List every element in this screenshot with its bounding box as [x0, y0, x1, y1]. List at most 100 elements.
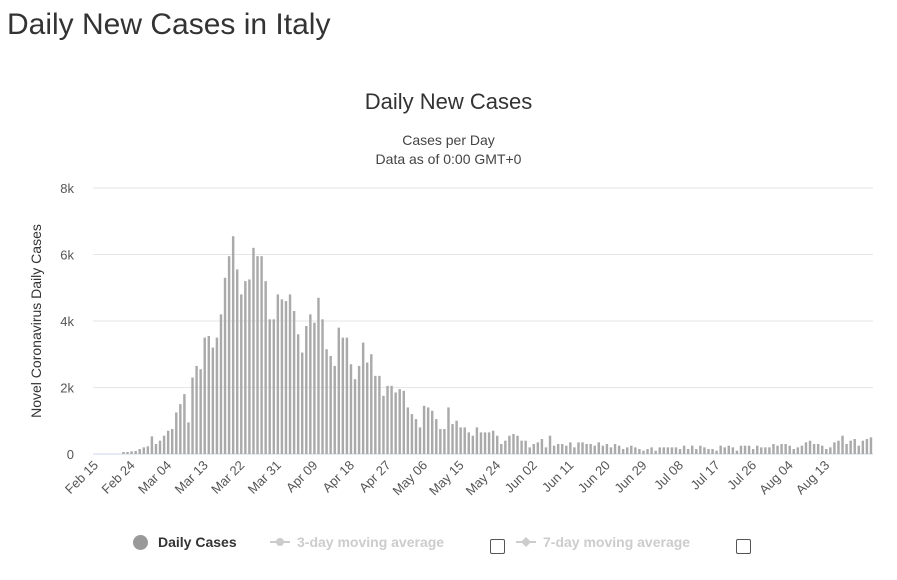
bar[interactable]	[674, 447, 678, 454]
bar[interactable]	[609, 447, 613, 454]
bar[interactable]	[467, 432, 470, 454]
bar[interactable]	[678, 449, 682, 454]
bar[interactable]	[747, 445, 751, 454]
bar[interactable]	[491, 430, 495, 454]
bar[interactable]	[337, 327, 340, 454]
bar[interactable]	[528, 447, 531, 454]
bar[interactable]	[536, 442, 540, 454]
bar[interactable]	[447, 407, 450, 454]
bar[interactable]	[727, 445, 730, 454]
bar[interactable]	[207, 335, 210, 454]
bar[interactable]	[256, 256, 259, 454]
bar[interactable]	[471, 435, 475, 454]
bar[interactable]	[532, 444, 535, 454]
bar[interactable]	[244, 281, 247, 454]
bar[interactable]	[626, 447, 629, 454]
bar[interactable]	[248, 279, 251, 454]
bar[interactable]	[707, 449, 710, 454]
bar[interactable]	[227, 256, 231, 454]
bar[interactable]	[829, 447, 832, 454]
bar[interactable]	[215, 337, 219, 454]
bar[interactable]	[849, 440, 852, 454]
bar[interactable]	[451, 424, 454, 454]
bar[interactable]	[743, 445, 747, 454]
bar[interactable]	[236, 269, 239, 454]
bar[interactable]	[187, 422, 190, 454]
bar[interactable]	[134, 451, 137, 454]
bar[interactable]	[260, 256, 263, 454]
bar[interactable]	[821, 445, 824, 454]
bar[interactable]	[301, 352, 304, 454]
bar[interactable]	[715, 450, 718, 454]
bar[interactable]	[199, 369, 202, 454]
bar[interactable]	[788, 445, 791, 454]
bar[interactable]	[341, 337, 345, 454]
bar[interactable]	[833, 442, 836, 454]
bar[interactable]	[439, 429, 442, 454]
bar[interactable]	[386, 385, 389, 454]
bar[interactable]	[756, 445, 759, 454]
bar[interactable]	[703, 447, 706, 454]
bar[interactable]	[223, 277, 227, 454]
bar[interactable]	[581, 442, 584, 454]
bar[interactable]	[548, 435, 552, 454]
bar[interactable]	[345, 337, 349, 454]
bar[interactable]	[146, 446, 150, 454]
bar[interactable]	[414, 419, 418, 454]
bar[interactable]	[841, 435, 844, 454]
bar[interactable]	[597, 442, 600, 454]
bar[interactable]	[865, 439, 869, 454]
bar[interactable]	[695, 449, 698, 454]
bar[interactable]	[504, 440, 507, 454]
legend-item-7-day-average[interactable]: 7-day moving average	[516, 534, 690, 550]
bar[interactable]	[203, 337, 206, 454]
bar[interactable]	[264, 281, 267, 454]
bar[interactable]	[475, 427, 479, 454]
bar[interactable]	[138, 449, 141, 454]
bar[interactable]	[150, 436, 154, 454]
legend-item-daily-cases[interactable]: Daily Cases	[133, 534, 237, 550]
bar[interactable]	[455, 420, 458, 454]
bar[interactable]	[605, 444, 609, 454]
bar[interactable]	[516, 435, 519, 454]
bar[interactable]	[382, 395, 385, 454]
bar[interactable]	[130, 451, 133, 454]
bar[interactable]	[784, 444, 787, 454]
bar[interactable]	[565, 445, 568, 454]
bar[interactable]	[556, 444, 560, 454]
bar[interactable]	[370, 354, 373, 454]
bar[interactable]	[158, 440, 162, 454]
bar[interactable]	[719, 445, 722, 454]
bar[interactable]	[398, 389, 401, 454]
bar[interactable]	[487, 432, 491, 454]
bar[interactable]	[837, 440, 840, 454]
bar[interactable]	[666, 447, 670, 454]
bar[interactable]	[305, 325, 308, 454]
bar[interactable]	[613, 444, 617, 454]
bar[interactable]	[357, 365, 361, 454]
bar[interactable]	[313, 322, 316, 454]
bar[interactable]	[406, 407, 410, 454]
bar[interactable]	[573, 447, 576, 454]
bar[interactable]	[142, 447, 145, 454]
bar[interactable]	[317, 297, 320, 454]
bar[interactable]	[500, 444, 503, 454]
bar[interactable]	[463, 427, 466, 454]
bar[interactable]	[231, 236, 235, 454]
bar[interactable]	[686, 449, 690, 454]
bar[interactable]	[691, 445, 694, 454]
bar[interactable]	[410, 414, 414, 454]
bar[interactable]	[483, 432, 487, 454]
bar[interactable]	[601, 445, 605, 454]
bar[interactable]	[272, 319, 275, 454]
bar[interactable]	[853, 439, 856, 454]
bar[interactable]	[394, 392, 397, 454]
bar[interactable]	[361, 342, 365, 454]
bar[interactable]	[723, 447, 726, 454]
bar[interactable]	[353, 379, 357, 454]
bar[interactable]	[435, 419, 438, 454]
bar[interactable]	[650, 447, 653, 454]
bar[interactable]	[552, 445, 556, 454]
bar[interactable]	[296, 334, 300, 454]
bar[interactable]	[171, 429, 174, 454]
